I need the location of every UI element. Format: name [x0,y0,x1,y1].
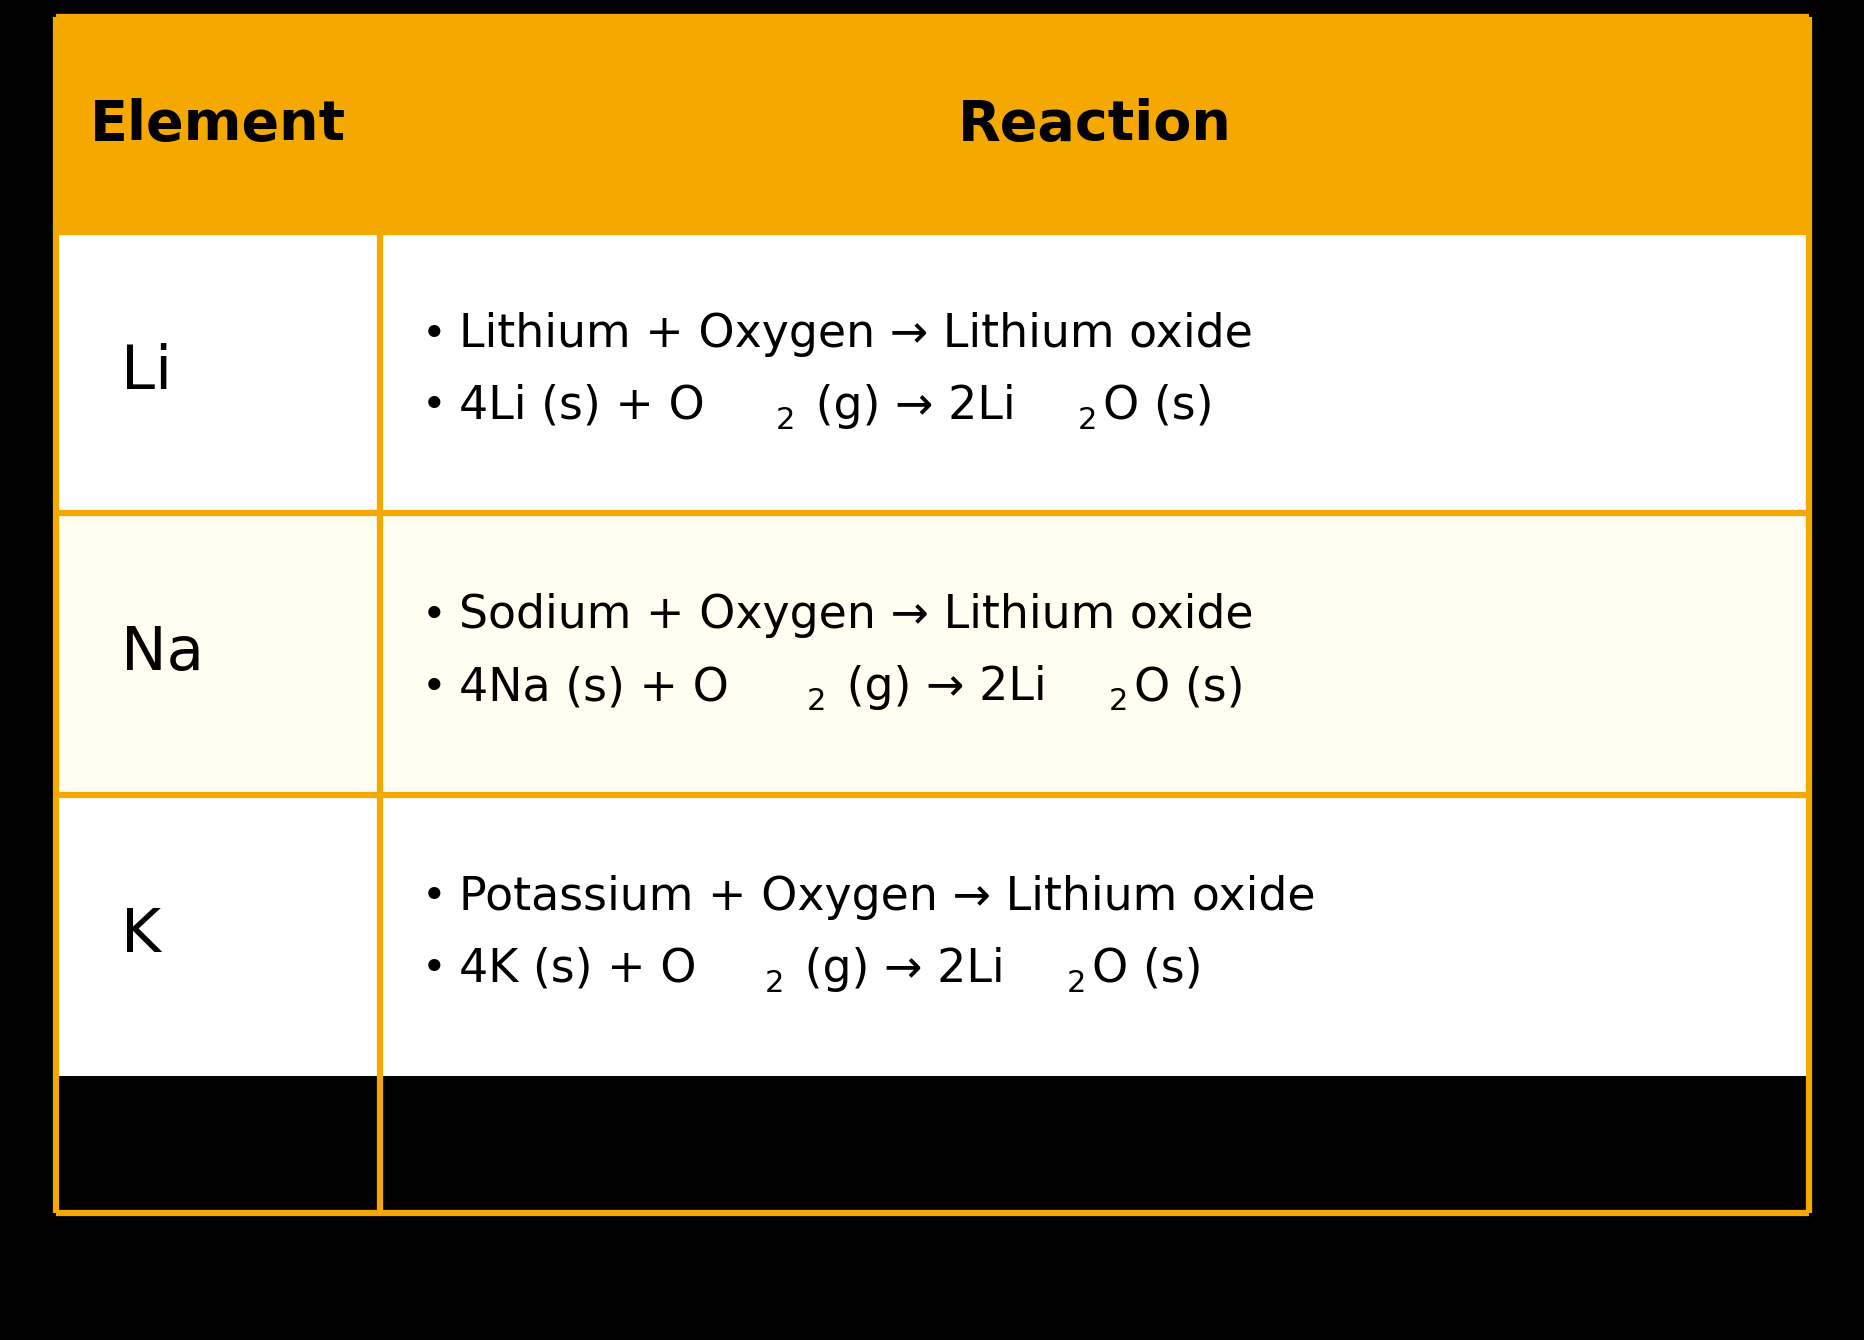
Bar [380,795,1808,1076]
Text: 2: 2 [764,969,785,998]
Text: 4K (s) + O: 4K (s) + O [459,946,695,992]
Text: 4Na (s) + O: 4Na (s) + O [459,665,729,710]
Bar [380,513,1808,795]
Text: K: K [121,906,160,965]
Text: Li: Li [121,343,171,402]
Text: •: • [421,314,445,355]
Text: Reaction: Reaction [958,98,1230,151]
Text: O (s): O (s) [1092,946,1202,992]
Text: (g) → 2Li: (g) → 2Li [831,665,1046,710]
Text: Potassium + Oxygen → Lithium oxide: Potassium + Oxygen → Lithium oxide [459,875,1314,919]
Text: •: • [421,876,445,918]
Text: •: • [421,949,445,990]
Text: Element: Element [89,98,347,151]
Text: 2: 2 [1077,406,1096,436]
Text: (g) → 2Li: (g) → 2Li [790,946,1005,992]
Bar [380,232,1808,513]
Text: 2: 2 [775,406,794,436]
Bar [56,795,380,1076]
Text: 2: 2 [1066,969,1087,998]
Bar [56,17,1808,232]
Text: O (s): O (s) [1102,383,1212,429]
Text: •: • [421,386,445,427]
Text: Sodium + Oxygen → Lithium oxide: Sodium + Oxygen → Lithium oxide [459,594,1253,638]
Text: 4Li (s) + O: 4Li (s) + O [459,383,705,429]
Bar [56,232,380,513]
Text: •: • [421,595,445,636]
Bar [56,513,380,795]
Text: O (s): O (s) [1133,665,1243,710]
Text: 2: 2 [807,687,826,717]
Text: •: • [421,667,445,709]
Text: Lithium + Oxygen → Lithium oxide: Lithium + Oxygen → Lithium oxide [459,312,1253,356]
Text: Na: Na [121,624,205,683]
Text: (g) → 2Li: (g) → 2Li [800,383,1014,429]
Text: 2: 2 [1109,687,1128,717]
